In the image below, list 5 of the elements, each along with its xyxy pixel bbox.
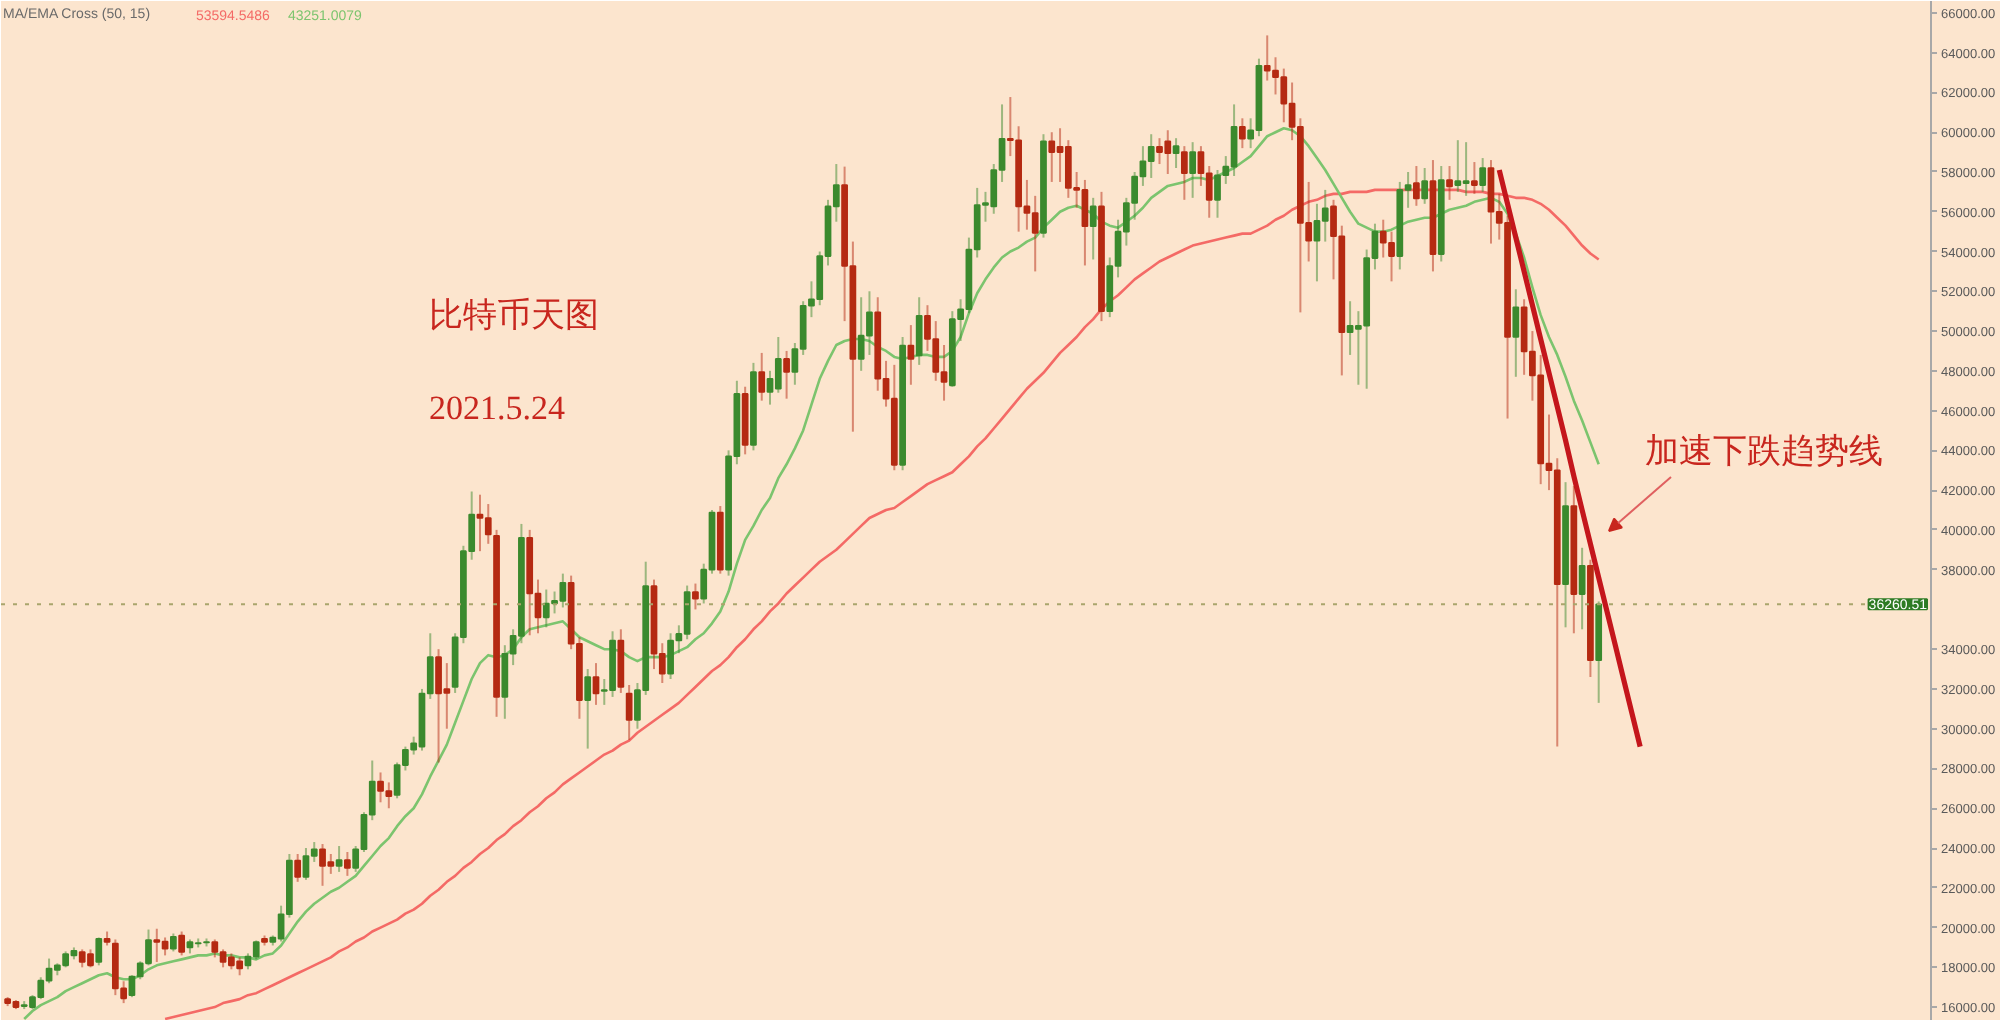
line-series (1496, 167, 1643, 750)
line-series (22, 126, 1600, 1020)
text: 比特币天图 (429, 296, 599, 334)
text: 2021.5.24 (429, 389, 566, 427)
annotation: 加速下跌趋势线 (1645, 432, 1883, 470)
